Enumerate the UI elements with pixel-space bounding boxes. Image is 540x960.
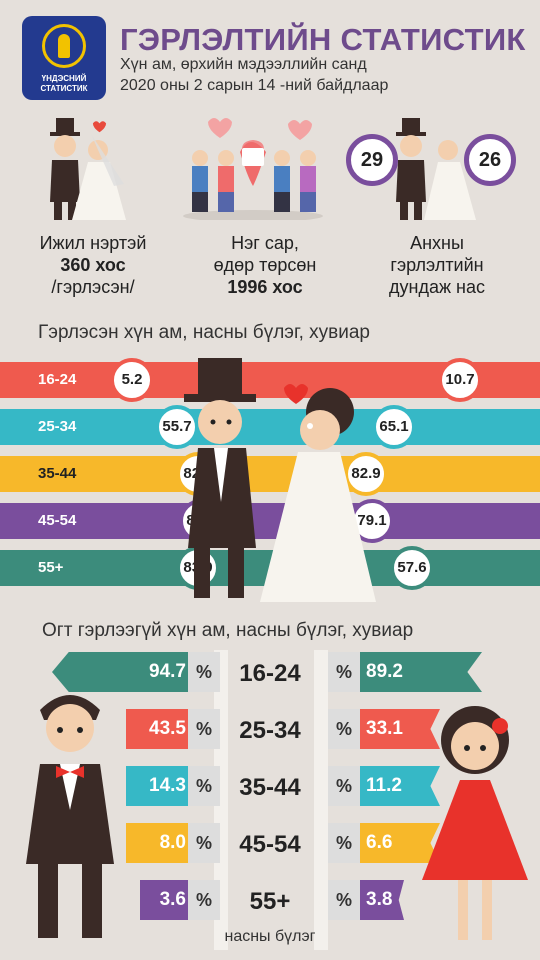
never-married-female-flag	[360, 766, 440, 806]
fact-first-marriage-line2: гэрлэлтийн	[390, 255, 484, 275]
logo-text-line1: ҮНДЭСНИЙ	[41, 74, 87, 83]
married-bar	[0, 503, 540, 539]
fact-same-name-line1: Ижил нэртэй	[39, 233, 147, 253]
married-bar	[0, 456, 540, 492]
percent-sign-female: %	[328, 652, 360, 692]
married-female-value: 10.7	[438, 358, 482, 402]
never-married-female-value: 33.1	[366, 718, 403, 739]
percent-sign-female: %	[328, 709, 360, 749]
never-married-male-flag	[52, 652, 192, 692]
groom-illustration	[26, 695, 114, 938]
never-married-male-value: 8.0	[159, 832, 186, 853]
never-married-age-label: 25-34	[239, 717, 301, 744]
never-married-female-value: 3.8	[366, 889, 393, 910]
never-married-male-flag	[126, 823, 192, 863]
first-marriage-female-age: 26	[464, 134, 516, 186]
people-hearts-illustration	[183, 118, 323, 220]
couple-illustration-left	[50, 118, 126, 220]
age-group-footer: насны бүлэг	[224, 928, 316, 945]
married-male-value: 5.2	[110, 358, 154, 402]
fact-same-birthday-value: 1996 хос	[227, 277, 303, 297]
percent-sign-female: %	[328, 766, 360, 806]
never-married-age-label: 16-24	[239, 660, 301, 687]
first-marriage-male-age: 29	[346, 134, 398, 186]
page-title: ГЭРЛЭЛТИЙН СТАТИСТИК	[120, 22, 526, 57]
logo-text-line2: СТАТИСТИК	[40, 84, 88, 93]
never-married-female-flag	[360, 652, 482, 692]
married-female-value: 65.1	[372, 405, 416, 449]
never-married-male-value: 43.5	[149, 718, 186, 739]
never-married-age-label: 35-44	[239, 774, 301, 801]
bride-illustration	[422, 706, 528, 940]
percent-sign-male: %	[188, 709, 220, 749]
female-flag-pole	[314, 650, 328, 950]
married-bar	[0, 409, 540, 445]
never-married-age-label: 45-54	[239, 831, 301, 858]
subtitle-source: Хүн ам, өрхийн мэдээллийн санд	[120, 56, 367, 73]
never-married-age-label: 55+	[249, 888, 291, 915]
never-married-female-flag	[360, 823, 440, 863]
never-married-female-value: 11.2	[366, 775, 402, 796]
married-female-value: 57.6	[390, 546, 434, 590]
married-female-value: 82.9	[344, 452, 388, 496]
married-age-label: 55+	[38, 559, 64, 576]
fact-same-name: Ижил нэртэй 360 хос /гэрлэсэн/	[8, 232, 178, 298]
fact-same-name-value: 360 хос	[60, 255, 126, 275]
fact-same-birthday-line1: Нэг сар,	[231, 233, 299, 253]
married-male-value: 55.7	[155, 405, 199, 449]
soyombo-icon	[42, 24, 86, 68]
married-age-label: 25-34	[38, 418, 77, 435]
couple-illustration-right	[396, 118, 476, 220]
married-section-title: Гэрлэсэн хүн ам, насны бүлэг, хувиар	[38, 322, 370, 343]
percent-sign-male: %	[188, 652, 220, 692]
percent-sign-male: %	[188, 823, 220, 863]
fact-first-marriage-line1: Анхны	[410, 233, 464, 253]
percent-sign-male: %	[188, 766, 220, 806]
percent-sign-male: %	[188, 880, 220, 920]
fact-first-marriage: Анхны гэрлэлтийн дундаж нас	[352, 232, 522, 298]
fact-same-name-line3: /гэрлэсэн/	[51, 277, 135, 297]
never-married-female-flag	[360, 880, 404, 920]
percent-sign-female: %	[328, 880, 360, 920]
never-married-male-flag	[126, 766, 192, 806]
subtitle-date: 2020 оны 2 сарын 14 -ний байдлаар	[120, 77, 389, 94]
never-married-male-value: 14.3	[149, 775, 186, 796]
married-age-label: 45-54	[38, 512, 77, 529]
nso-logo: ҮНДЭСНИЙ СТАТИСТИК	[22, 16, 106, 100]
fact-same-birthday: Нэг сар, өдөр төрсөн 1996 хос	[180, 232, 350, 298]
never-married-female-value: 89.2	[366, 661, 403, 682]
never-married-male-flag	[126, 709, 192, 749]
never-married-male-value: 3.6	[159, 889, 186, 910]
never-married-male-flag	[140, 880, 192, 920]
married-age-label: 35-44	[38, 465, 77, 482]
never-married-female-value: 6.6	[366, 832, 393, 853]
fact-same-birthday-line2: өдөр төрсөн	[213, 255, 317, 275]
married-age-label: 16-24	[38, 371, 77, 388]
never-married-female-flag	[360, 709, 440, 749]
fact-first-marriage-line3: дундаж нас	[389, 277, 485, 297]
never-married-male-value: 94.7	[149, 661, 186, 682]
wedding-couple-illustration	[184, 358, 376, 602]
percent-sign-female: %	[328, 823, 360, 863]
never-married-section-title: Огт гэрлээгүй хүн ам, насны бүлэг, хувиа…	[42, 620, 414, 641]
